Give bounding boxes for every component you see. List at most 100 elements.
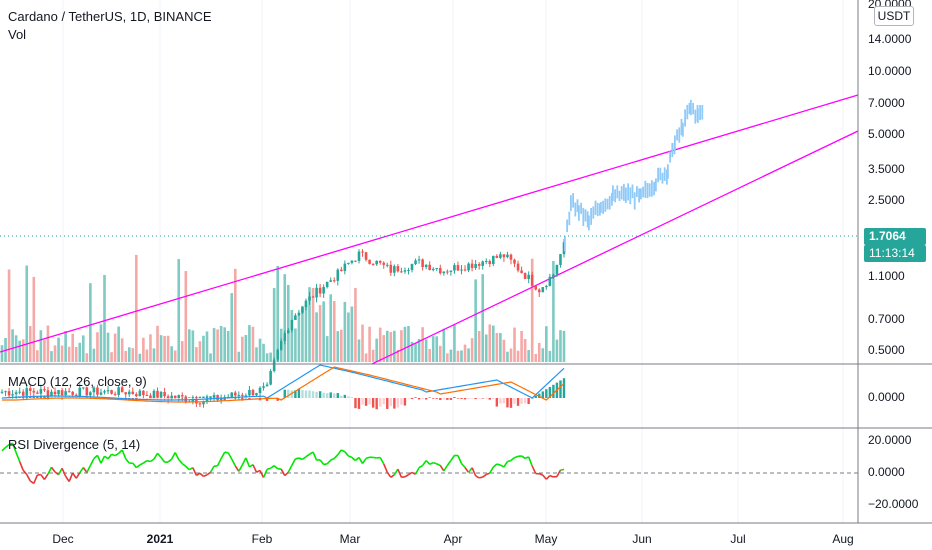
volume-bar [166,335,170,362]
macd-histogram-bar [184,397,187,399]
macd-histogram-bar [39,396,43,398]
volume-bar [552,261,555,362]
candle-body [269,371,272,385]
volume-legend[interactable]: Vol [8,27,27,42]
rsi-segment [337,449,342,456]
candle-body [283,333,287,342]
rsi-segment [146,459,151,463]
volume-bar [216,329,219,362]
macd-histogram-bar [311,391,315,398]
volume-bar [135,254,138,362]
rsi-segment [457,455,463,464]
rsi-segment [545,475,551,480]
symbol-title[interactable]: Cardano / TetherUS, 1D, BINANCE [8,9,212,24]
volume-bar [424,339,428,362]
macd-title[interactable]: MACD (12, 26, close, 9) [8,374,147,389]
projected-bar [653,181,655,196]
candle-body [559,254,562,265]
price-axis[interactable]: 20.0000 14.0000 10.0000 7.0000 5.0000 3.5000 2… [868,0,912,357]
volume-bar [120,338,124,362]
volume-bar [103,274,106,362]
macd-histogram-bar [516,398,520,406]
upper-trendline [0,94,859,353]
volume-bar [428,348,431,362]
volume-bar [188,329,191,362]
projected-bar [616,185,619,199]
volume-bar [343,301,347,362]
macd-histogram-bar [357,398,361,409]
volume-bar [81,335,85,362]
volume-bar [237,351,241,362]
price-axis-label: 0.5000 [868,343,905,357]
projected-bar [584,209,587,222]
volume-bar [537,342,541,362]
projected-bar [666,169,668,185]
candle-body [43,389,46,391]
rsi-segment [475,475,480,479]
candle-body [265,384,269,387]
macd-histogram-bar [333,393,336,398]
macd-histogram-bar [428,397,431,399]
candle-body [467,263,470,271]
volume-bar [438,345,442,362]
rsi-segment [203,474,208,478]
volume-bar [371,349,375,362]
volume-bar [530,258,534,362]
rsi-segment [485,472,491,476]
wedge-trendlines[interactable] [0,94,859,365]
volume-bar [534,353,538,362]
macd-histogram-bar [421,398,424,400]
projected-bar [676,129,678,141]
macd-histogram-bar [446,398,449,400]
volume-bar [509,348,513,362]
macd-histogram-bar [329,392,332,398]
rsi-segment [5,443,10,449]
candle-body [21,391,25,396]
volume-bar [499,333,502,362]
candle-body [184,396,188,402]
rsi-segment [43,473,49,480]
volume-bar [287,284,290,362]
candle-body [530,274,534,286]
projected-bar [612,185,614,201]
rsi-segment [174,452,180,460]
volume-bar [495,332,499,362]
candle-body [545,285,548,288]
macd-histogram-bar [559,380,562,398]
macd-histogram-bar [375,398,378,410]
price-axis-label: 0.7000 [868,312,905,326]
candle-body [311,296,315,298]
volume-bar [248,325,251,362]
time-axis-label: Aug [832,532,853,546]
rsi-segment [245,457,251,468]
projected-bar [633,192,636,210]
time-axis-label: Apr [444,532,463,546]
rsi-segment [287,465,293,473]
rsi-segment [489,466,494,474]
rsi-title[interactable]: RSI Divergence (5, 14) [8,437,141,452]
projected-bar [669,151,671,163]
macd-histogram-bar [407,398,410,399]
rsi-pane [0,442,858,485]
candle-body [78,387,82,397]
macd-histogram-bar [382,398,385,405]
volume-bar [142,337,145,362]
macd-histogram-bar [340,395,343,398]
candle-body [400,271,403,273]
candle-body [527,274,530,280]
rsi-segment [224,451,229,454]
candle-body [502,254,506,258]
projected-bar [625,187,627,203]
time-axis[interactable]: Dec 2021 Feb Mar Apr May Jun Jul Aug [52,532,853,546]
macd-histogram-bar [371,398,375,408]
candle-body [156,390,159,398]
currency-unit-button[interactable]: USDT [874,6,914,26]
candle-body [488,261,492,265]
volume-bar [417,338,421,362]
volume-bar [453,324,456,362]
candle-body [407,269,410,271]
macd-histogram-bar [191,397,195,398]
candle-body [212,395,216,399]
macd-histogram-bar [0,398,4,399]
